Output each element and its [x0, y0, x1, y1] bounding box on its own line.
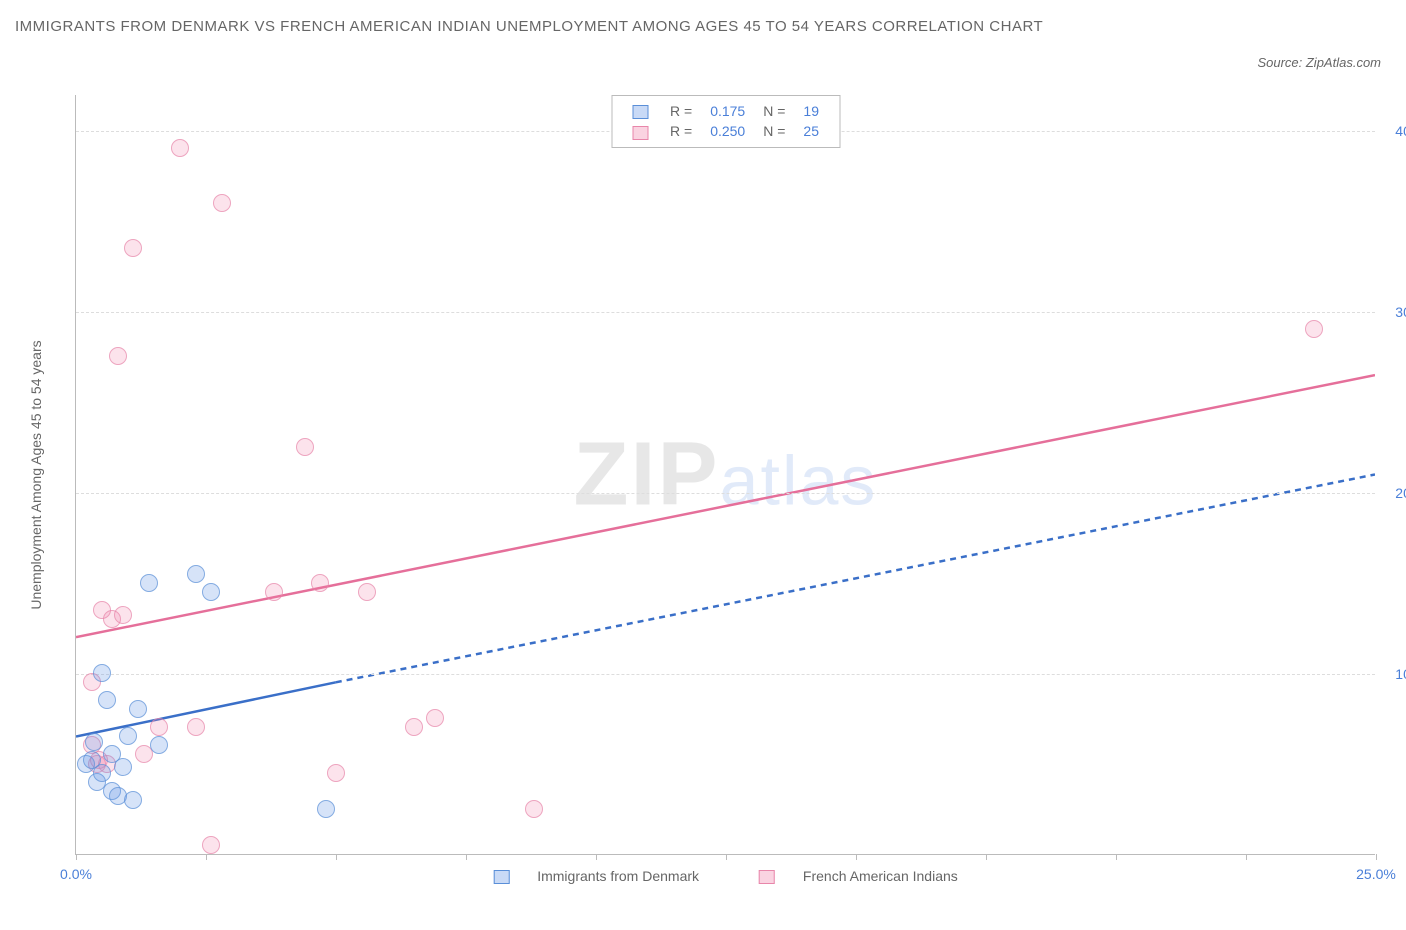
plot-area: Unemployment Among Ages 45 to 54 years R…: [75, 95, 1375, 855]
x-tick: [596, 854, 597, 860]
data-point: [187, 565, 205, 583]
data-point: [171, 139, 189, 157]
x-tick: [1246, 854, 1247, 860]
x-tick: [206, 854, 207, 860]
gridline: [76, 493, 1375, 494]
x-tick: [726, 854, 727, 860]
n-label: N =: [755, 102, 793, 120]
data-point: [119, 727, 137, 745]
data-point: [124, 239, 142, 257]
source-attribution: Source: ZipAtlas.com: [1257, 55, 1381, 70]
x-tick: [336, 854, 337, 860]
legend-item-blue: Immigrants from Denmark: [479, 868, 713, 884]
data-point: [525, 800, 543, 818]
x-tick: [466, 854, 467, 860]
y-tick-label: 10.0%: [1380, 666, 1406, 682]
data-point: [265, 583, 283, 601]
stats-legend: R =0.175N =19R =0.250N =25: [611, 95, 840, 148]
legend-row: R =0.250N =25: [624, 122, 827, 140]
data-point: [129, 700, 147, 718]
x-tick: [1376, 854, 1377, 860]
legend-row: R =0.175N =19: [624, 102, 827, 120]
legend-item-pink: French American Indians: [745, 868, 972, 884]
data-point: [93, 764, 111, 782]
data-point: [296, 438, 314, 456]
data-point: [202, 836, 220, 854]
y-tick-label: 40.0%: [1380, 123, 1406, 139]
chart-title: IMMIGRANTS FROM DENMARK VS FRENCH AMERIC…: [15, 15, 1115, 39]
data-point: [124, 791, 142, 809]
data-point: [114, 606, 132, 624]
swatch-icon: [632, 105, 648, 119]
r-value: 0.175: [702, 102, 753, 120]
x-tick-label: 25.0%: [1356, 866, 1396, 882]
data-point: [311, 574, 329, 592]
n-label: N =: [755, 122, 793, 140]
watermark: ZIPatlas: [574, 423, 878, 526]
data-point: [114, 758, 132, 776]
data-point: [327, 764, 345, 782]
data-point: [1305, 320, 1323, 338]
data-point: [85, 733, 103, 751]
data-point: [150, 718, 168, 736]
x-tick: [76, 854, 77, 860]
y-axis-label: Unemployment Among Ages 45 to 54 years: [28, 340, 44, 609]
x-tick-label: 0.0%: [60, 866, 92, 882]
data-point: [202, 583, 220, 601]
r-value: 0.250: [702, 122, 753, 140]
x-tick: [1116, 854, 1117, 860]
swatch-icon: [493, 870, 509, 884]
series-legend: Immigrants from Denmark French American …: [465, 868, 986, 884]
data-point: [317, 800, 335, 818]
data-point: [187, 718, 205, 736]
y-tick-label: 30.0%: [1380, 304, 1406, 320]
data-point: [405, 718, 423, 736]
trend-lines: [76, 95, 1375, 854]
r-label: R =: [662, 122, 700, 140]
data-point: [140, 574, 158, 592]
n-value: 19: [795, 102, 827, 120]
swatch-icon: [759, 870, 775, 884]
swatch-icon: [632, 126, 648, 140]
x-tick: [856, 854, 857, 860]
y-tick-label: 20.0%: [1380, 485, 1406, 501]
data-point: [93, 664, 111, 682]
data-point: [150, 736, 168, 754]
data-point: [426, 709, 444, 727]
data-point: [213, 194, 231, 212]
correlation-chart: IMMIGRANTS FROM DENMARK VS FRENCH AMERIC…: [15, 15, 1391, 915]
x-tick: [986, 854, 987, 860]
data-point: [358, 583, 376, 601]
data-point: [109, 347, 127, 365]
gridline: [76, 312, 1375, 313]
gridline: [76, 674, 1375, 675]
r-label: R =: [662, 102, 700, 120]
data-point: [98, 691, 116, 709]
n-value: 25: [795, 122, 827, 140]
